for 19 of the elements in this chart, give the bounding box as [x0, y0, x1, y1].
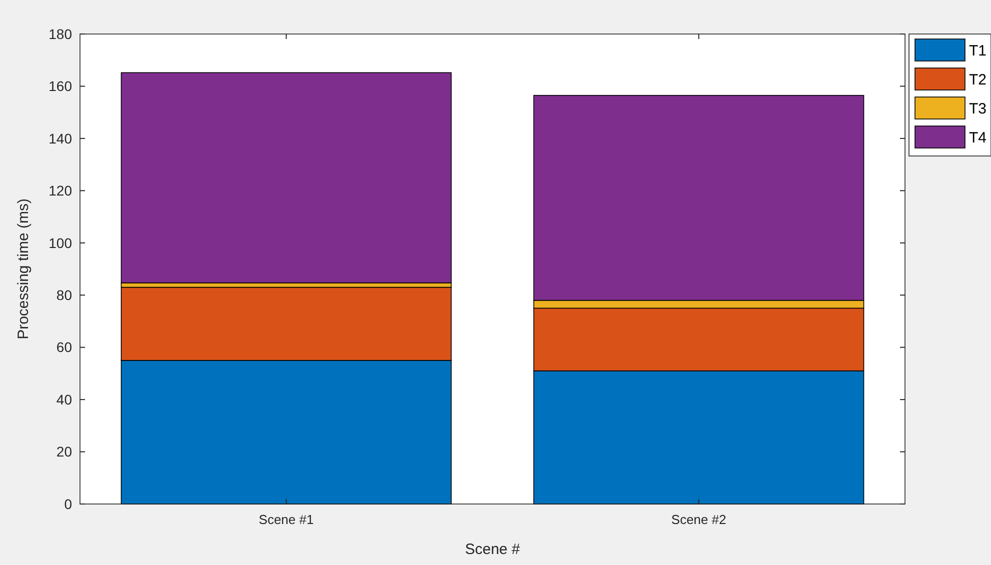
- x-axis-title: Scene #: [464, 541, 521, 558]
- x-tick-label: Scene #2: [671, 512, 726, 527]
- y-tick-label: 140: [48, 130, 72, 146]
- bar: [120, 72, 452, 284]
- y-tick-label: 20: [56, 444, 72, 460]
- legend-label: T1: [969, 42, 987, 60]
- y-axis-title: Processing time (ms): [15, 198, 32, 340]
- y-tick-label: 100: [48, 234, 72, 251]
- legend-label: T2: [969, 71, 987, 88]
- y-tick-label: 0: [64, 496, 72, 512]
- y-tick-label: 120: [48, 182, 72, 199]
- y-tick-label: 60: [56, 339, 72, 356]
- legend-label: T4: [969, 129, 987, 146]
- y-tick-label: 80: [56, 287, 72, 304]
- legend-label: T3: [969, 100, 987, 118]
- x-tick-label: Scene #1: [258, 512, 314, 527]
- y-tick-label: 160: [48, 78, 72, 94]
- y-tick-label: 180: [48, 26, 72, 42]
- y-tick-label: 40: [56, 391, 72, 408]
